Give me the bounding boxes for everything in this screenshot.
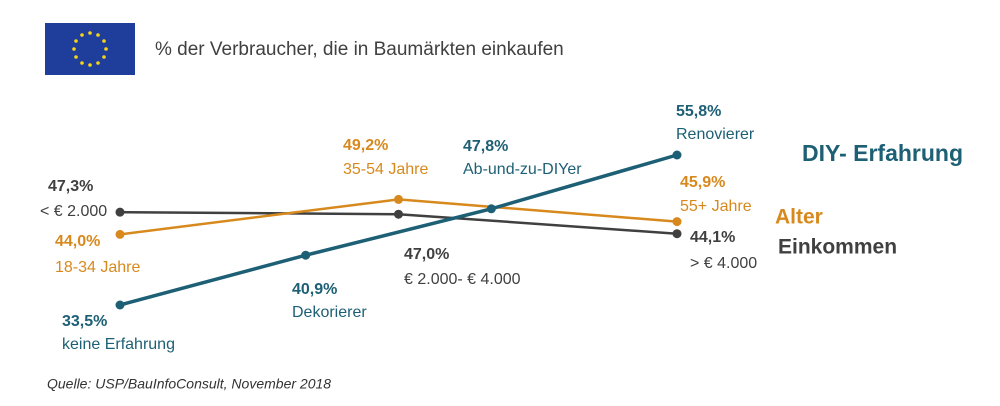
legend-label: Alter — [775, 206, 823, 229]
point — [394, 209, 403, 219]
value-label: 47,0% — [404, 246, 449, 263]
point — [672, 229, 682, 239]
point-label: keine Erfahrung — [62, 336, 175, 353]
point — [301, 250, 311, 260]
point-label: Ab-und-zu-DIYer — [463, 161, 582, 178]
point-label: > € 4.000 — [690, 255, 757, 272]
point — [486, 204, 496, 214]
value-label: 33,5% — [62, 313, 107, 330]
value-label: 49,2% — [343, 137, 388, 154]
point — [115, 300, 125, 310]
legend-label: DIY- Erfahrung — [802, 140, 963, 166]
point — [115, 229, 125, 239]
point-label: 18-34 Jahre — [55, 259, 140, 276]
legend-label: Einkommen — [778, 236, 897, 259]
point-label: Renovierer — [676, 126, 755, 143]
point-label: < € 2.000 — [40, 203, 107, 220]
eu-flag — [45, 23, 135, 75]
point-label: 55+ Jahre — [680, 198, 752, 215]
value-label: 44,1% — [690, 229, 735, 246]
chart-title: % der Verbraucher, die in Baumärkten ein… — [155, 39, 564, 60]
point-label: Dekorierer — [292, 304, 367, 321]
value-label: 44,0% — [55, 233, 100, 250]
point-label: € 2.000- € 4.000 — [404, 271, 521, 288]
value-label: 55,8% — [676, 103, 721, 120]
value-label: 40,9% — [292, 281, 337, 298]
point — [672, 217, 682, 227]
series-line — [119, 153, 678, 307]
point — [672, 150, 682, 160]
value-label: 45,9% — [680, 174, 725, 191]
point — [394, 194, 403, 204]
point — [115, 207, 125, 217]
point-label: 35-54 Jahre — [343, 161, 428, 178]
value-label: 47,8% — [463, 138, 508, 155]
value-label: 47,3% — [48, 178, 93, 195]
source: Quelle: USP/BauInfoConsult, November 201… — [47, 376, 331, 392]
